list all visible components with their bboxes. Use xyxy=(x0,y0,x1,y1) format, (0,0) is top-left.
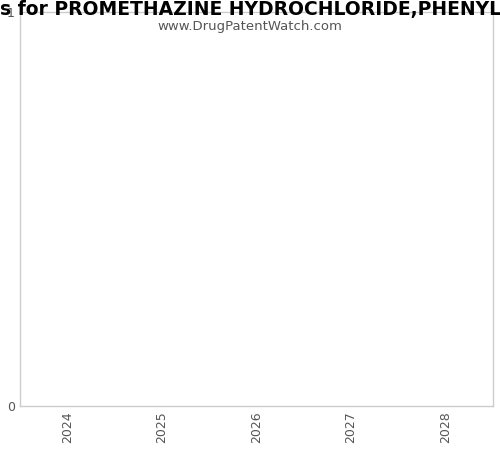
Text: www.DrugPatentWatch.com: www.DrugPatentWatch.com xyxy=(158,20,342,33)
Text: s for PROMETHAZINE HYDROCHLORIDE,PHENYLEPHRINE HYD: s for PROMETHAZINE HYDROCHLORIDE,PHENYLE… xyxy=(0,0,500,19)
